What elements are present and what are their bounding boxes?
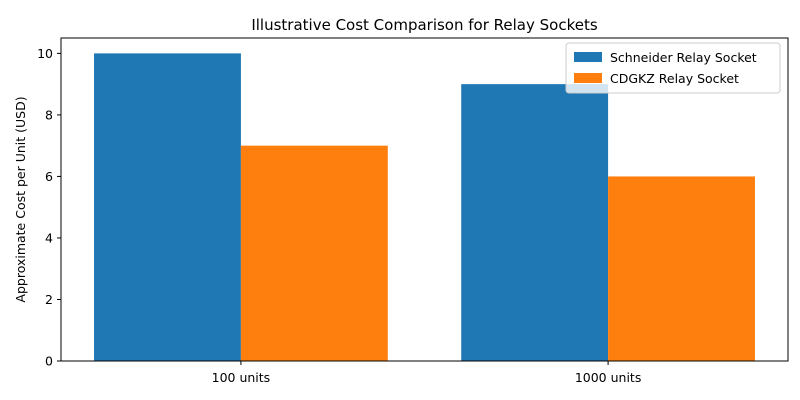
bar-1-1 xyxy=(608,176,755,361)
legend-label-0: Schneider Relay Socket xyxy=(610,50,757,65)
x-axis: 100 units 1000 units xyxy=(212,361,642,385)
y-tick-label-0: 0 xyxy=(45,354,53,369)
chart-title: Illustrative Cost Comparison for Relay S… xyxy=(251,16,598,34)
bar-0-0 xyxy=(94,53,241,361)
x-tick-label-0: 100 units xyxy=(212,370,271,385)
legend: Schneider Relay Socket CDGKZ Relay Socket xyxy=(565,42,781,94)
y-tick-label-3: 6 xyxy=(45,169,53,184)
legend-label-1: CDGKZ Relay Socket xyxy=(610,71,739,86)
plot-frame xyxy=(60,37,789,362)
legend-box xyxy=(565,42,781,94)
y-axis-label: Approximate Cost per Unit (USD) xyxy=(13,96,28,302)
legend-swatch-0 xyxy=(574,52,602,62)
y-axis: 0 2 4 6 8 10 xyxy=(37,46,61,369)
bars-group xyxy=(94,53,755,362)
y-tick-label-1: 2 xyxy=(45,292,53,307)
y-tick-label-4: 8 xyxy=(45,107,53,122)
legend-swatch-1 xyxy=(574,73,602,83)
bar-1-0 xyxy=(240,145,388,361)
bar-0-1 xyxy=(461,84,609,362)
y-tick-label-2: 4 xyxy=(45,230,53,245)
y-tick-label-5: 10 xyxy=(37,46,53,61)
x-tick-label-1: 1000 units xyxy=(575,370,642,385)
